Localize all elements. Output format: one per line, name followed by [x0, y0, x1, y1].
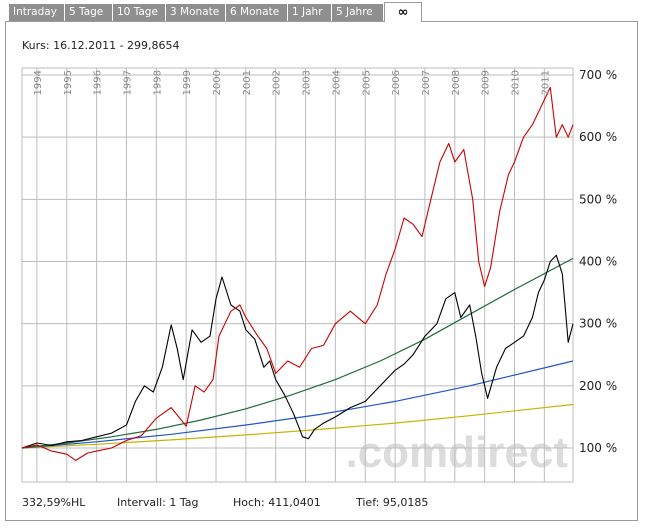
- x-tick-label: 2000: [212, 70, 223, 95]
- series-line-4: [21, 403, 574, 449]
- series-line-3: [21, 360, 574, 449]
- tab-max[interactable]: ∞: [384, 2, 422, 22]
- y-tick-label: 300 %: [579, 317, 617, 331]
- y-tick-label: 400 %: [579, 255, 617, 269]
- tab-5-jahre[interactable]: 5 Jahre: [332, 4, 384, 21]
- tab-intraday[interactable]: Intraday: [9, 4, 65, 21]
- x-tick-label: 1999: [182, 70, 193, 95]
- tab-10-tage[interactable]: 10 Tage: [113, 4, 166, 21]
- series-line-0: [21, 254, 574, 449]
- performance-value: 332,59%HL: [22, 496, 86, 509]
- x-tick-label: 1996: [93, 70, 104, 95]
- x-tick-label: 1998: [152, 70, 163, 95]
- x-tick-label: 1995: [63, 70, 74, 95]
- x-tick-label: 2008: [451, 70, 462, 95]
- y-tick-label: 100 %: [579, 441, 617, 455]
- tab-6-monate[interactable]: 6 Monate: [226, 4, 288, 21]
- low-value: Tief: 95,0185: [356, 496, 429, 509]
- grid-lines: [21, 67, 574, 483]
- x-tick-label: 2007: [421, 70, 432, 95]
- period-tab-bar: Intraday 5 Tage 10 Tage 3 Monate 6 Monat…: [0, 0, 645, 22]
- series-line-2: [21, 257, 574, 449]
- high-value: Hoch: 411,0401: [233, 496, 321, 509]
- x-tick-label: 2003: [302, 70, 313, 95]
- interval-value: Intervall: 1 Tag: [117, 496, 199, 509]
- x-tick-label: 2001: [242, 70, 253, 95]
- chart-panel: [5, 21, 638, 521]
- x-tick-label: 1997: [122, 70, 133, 95]
- axis-labels: 100 % 200 % 300 % 400 % 500 % 600 % 700 % 1994 1…: [33, 68, 617, 455]
- tab-5-tage[interactable]: 5 Tage: [65, 4, 113, 21]
- x-tick-label: 2005: [361, 70, 372, 95]
- y-tick-label: 500 %: [579, 192, 617, 206]
- x-tick-label: 2009: [481, 70, 492, 95]
- series-line-1: [21, 86, 574, 461]
- y-tick-label: 600 %: [579, 130, 617, 144]
- tab-1-jahr[interactable]: 1 Jahr: [288, 4, 332, 21]
- y-tick-label: 200 %: [579, 379, 617, 393]
- x-tick-label: 2010: [510, 70, 521, 95]
- x-tick-label: 2006: [391, 70, 402, 95]
- x-tick-label: 2004: [331, 70, 342, 95]
- kurs-label: Kurs: 16.12.2011 - 299,8654: [22, 39, 180, 52]
- x-tick-label: 2002: [272, 70, 283, 95]
- y-tick-label: 700 %: [579, 68, 617, 82]
- watermark: .comdirect: [345, 428, 568, 477]
- plot-border: [21, 67, 574, 483]
- series-group: [21, 86, 574, 461]
- x-tick-label: 1994: [33, 70, 44, 95]
- x-tick-label: 2011: [540, 70, 551, 95]
- tab-3-monate[interactable]: 3 Monate: [166, 4, 226, 21]
